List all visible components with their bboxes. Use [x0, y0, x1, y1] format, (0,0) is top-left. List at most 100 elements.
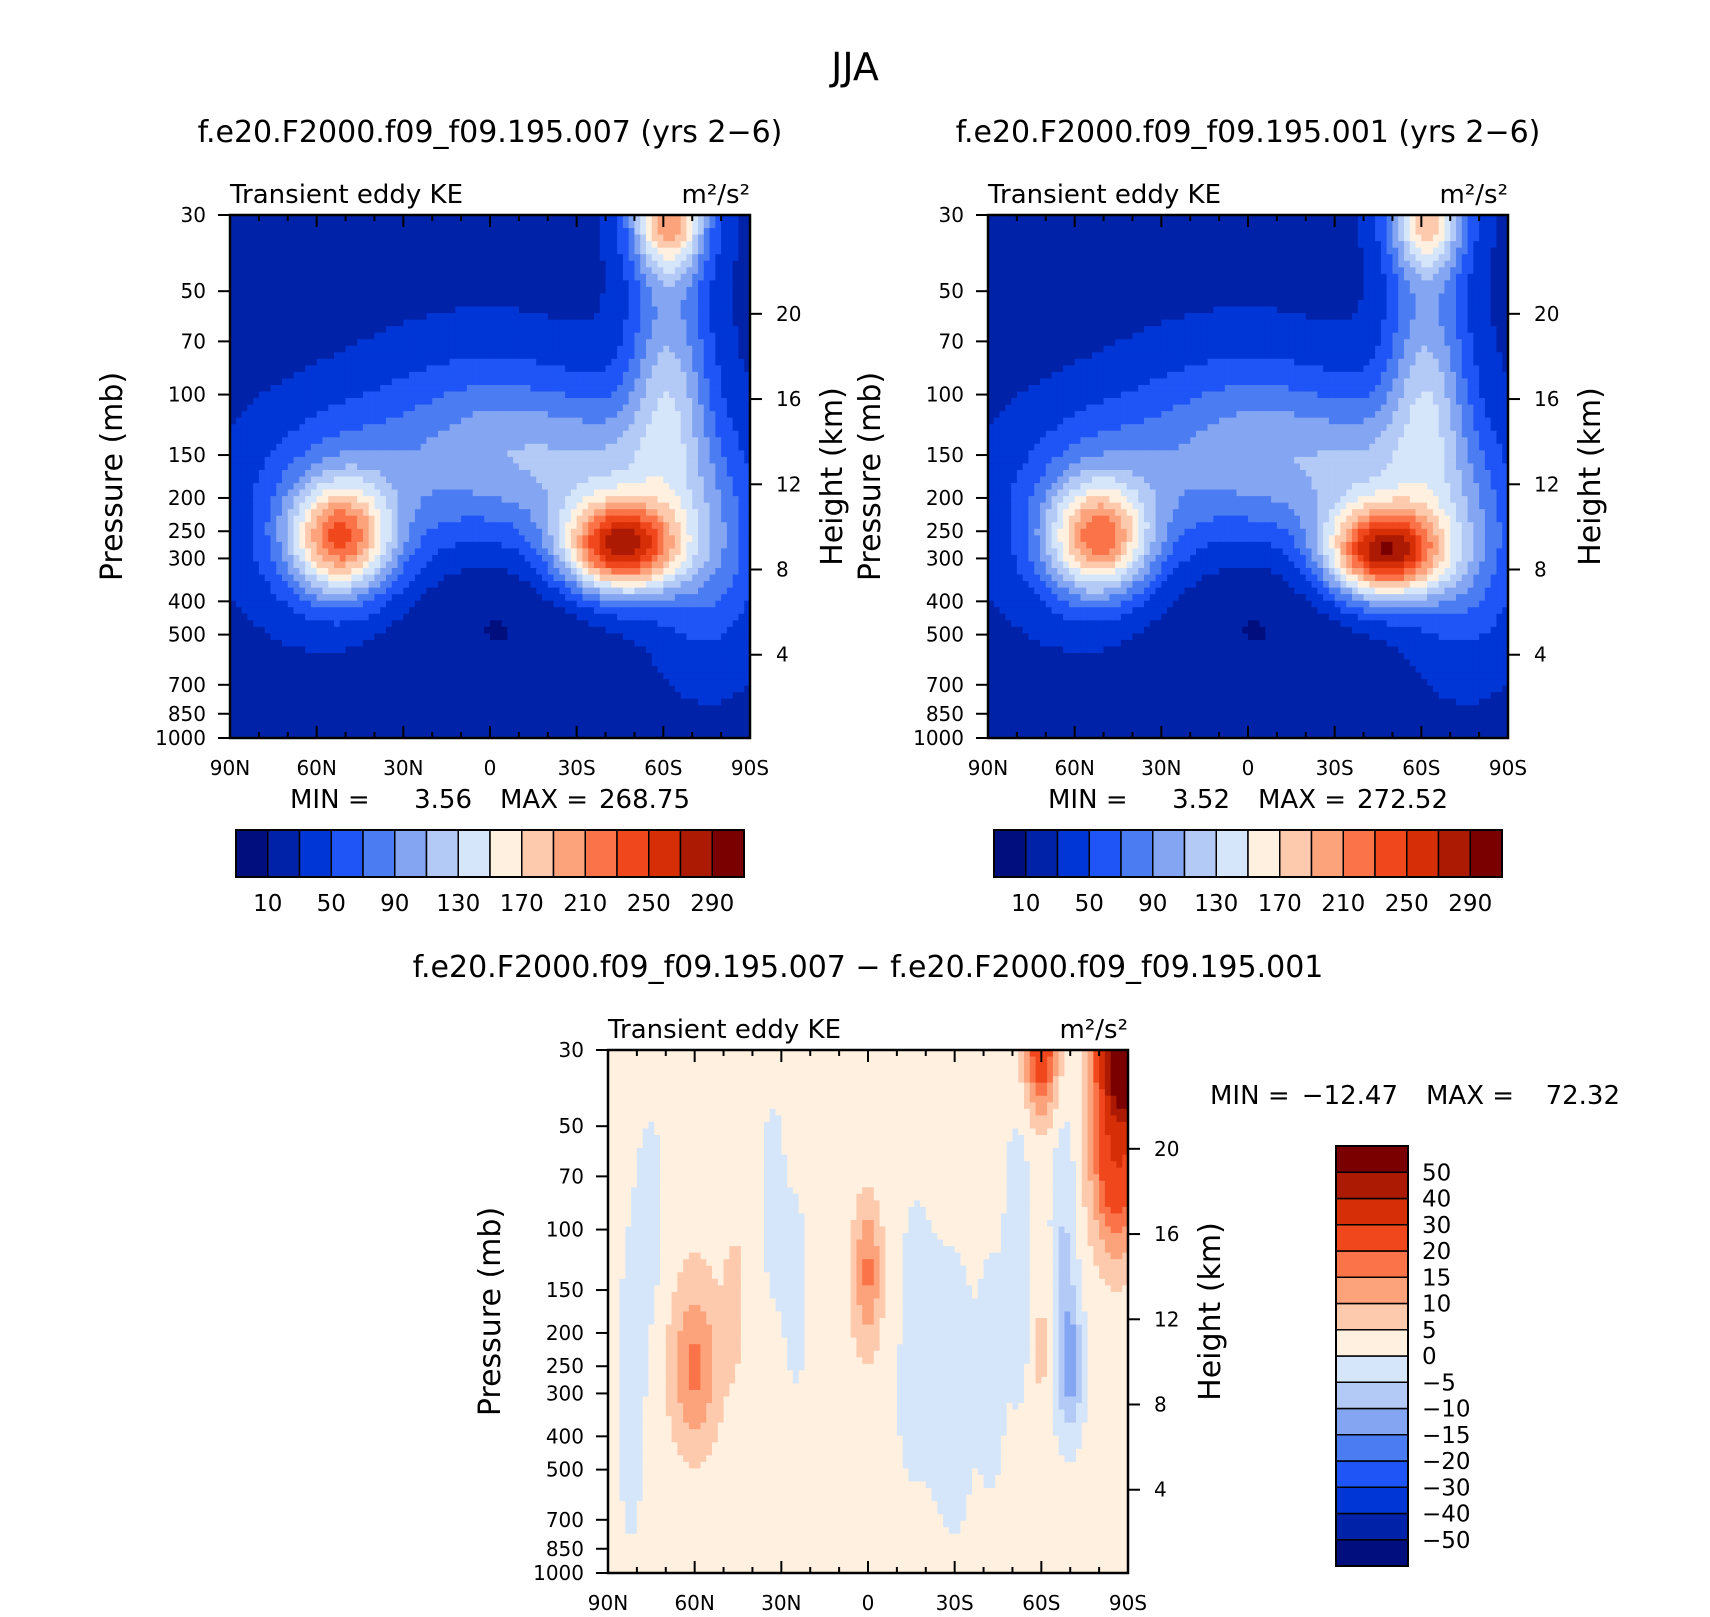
field-cell [554, 235, 560, 242]
field-cell [588, 477, 594, 484]
field-cell [299, 568, 305, 575]
field-cell [530, 561, 536, 568]
field-cell [669, 333, 675, 340]
field-cell [305, 548, 311, 555]
field-cell [606, 503, 612, 510]
field-cell [686, 293, 692, 300]
field-cell [721, 483, 727, 490]
field-cell [513, 248, 519, 255]
field-cell [438, 241, 444, 248]
field-cell [369, 222, 375, 229]
field-cell [692, 568, 698, 575]
field-cell [571, 333, 577, 340]
field-cell [721, 248, 727, 255]
field-cell [236, 509, 242, 516]
field-cell [484, 431, 490, 438]
field-cell [386, 535, 392, 542]
field-cell [611, 457, 617, 464]
field-cell [392, 365, 398, 372]
field-cell [600, 470, 606, 477]
field-cell [363, 280, 369, 287]
field-cell [525, 405, 531, 412]
field-cell [369, 542, 375, 549]
field-cell [536, 372, 542, 379]
field-cell [247, 477, 253, 484]
field-cell [484, 411, 490, 418]
field-cell [588, 509, 594, 516]
field-cell [577, 280, 583, 287]
field-cell [571, 450, 577, 457]
field-cell [450, 280, 456, 287]
field-cell [346, 228, 352, 235]
field-cell [253, 437, 259, 444]
field-cell [519, 444, 525, 451]
field-cell [692, 333, 698, 340]
field-cell [328, 575, 334, 582]
field-cell [357, 424, 363, 431]
field-cell [351, 398, 357, 405]
field-cell [686, 555, 692, 562]
field-cell [340, 261, 346, 268]
field-cell [646, 333, 652, 340]
field-cell [652, 274, 658, 281]
field-cell [450, 405, 456, 412]
field-cell [519, 457, 525, 464]
field-cell [582, 333, 588, 340]
field-cell [346, 411, 352, 418]
field-cell [455, 346, 461, 353]
field-cell [253, 280, 259, 287]
field-cell [640, 248, 646, 255]
field-cell [322, 385, 328, 392]
field-cell [398, 463, 404, 470]
field-cell [507, 241, 513, 248]
field-cell [351, 392, 357, 399]
field-cell [502, 359, 508, 366]
field-cell [681, 346, 687, 353]
field-cell [386, 411, 392, 418]
field-cell [294, 222, 300, 229]
field-cell [646, 339, 652, 346]
field-cell [721, 274, 727, 281]
field-cell [438, 516, 444, 523]
field-cell [710, 548, 716, 555]
field-cell [276, 378, 282, 385]
field-cell [276, 392, 282, 399]
field-cell [733, 398, 739, 405]
field-cell [340, 365, 346, 372]
field-cell [403, 431, 409, 438]
field-cell [392, 293, 398, 300]
field-cell [710, 542, 716, 549]
field-cell [415, 333, 421, 340]
field-cell [554, 561, 560, 568]
field-cell [623, 352, 629, 359]
field-cell [340, 287, 346, 294]
field-cell [530, 248, 536, 255]
field-cell [698, 457, 704, 464]
field-cell [346, 503, 352, 510]
field-cell [369, 457, 375, 464]
field-cell [733, 548, 739, 555]
field-cell [438, 450, 444, 457]
field-cell [507, 483, 513, 490]
field-cell [675, 372, 681, 379]
field-cell [403, 228, 409, 235]
field-cell [242, 418, 248, 425]
field-cell [582, 555, 588, 562]
field-cell [467, 320, 473, 327]
field-cell [588, 378, 594, 385]
field-cell [565, 561, 571, 568]
field-cell [351, 418, 357, 425]
field-cell [282, 287, 288, 294]
field-cell [733, 359, 739, 366]
field-cell [704, 450, 710, 457]
field-cell [600, 477, 606, 484]
field-cell [715, 490, 721, 497]
field-cell [536, 542, 542, 549]
field-cell [421, 287, 427, 294]
field-cell [415, 293, 421, 300]
field-cell [542, 392, 548, 399]
field-cell [698, 326, 704, 333]
field-cell [686, 254, 692, 261]
field-cell [652, 463, 658, 470]
field-cell [715, 280, 721, 287]
